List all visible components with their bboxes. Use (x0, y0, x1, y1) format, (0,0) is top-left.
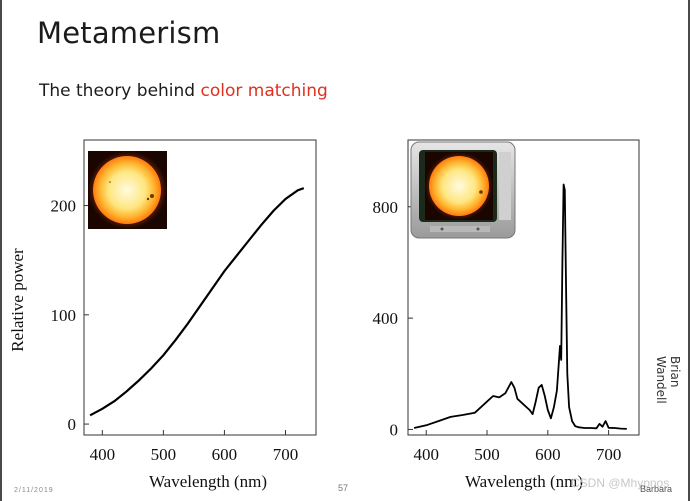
watermark: CSDN @Mhypnos (571, 476, 670, 490)
ytick-label: 400 (373, 309, 399, 328)
slide-title: Metamerism (37, 16, 221, 50)
ytick-label: 0 (390, 420, 399, 439)
xtick-label: 700 (273, 445, 299, 464)
ytick-label: 200 (51, 197, 77, 216)
xtick-label: 500 (474, 445, 500, 464)
left-border (0, 0, 2, 501)
side-credit: Brian Wandell (654, 356, 682, 404)
right-xlabel: Wavelength (nm) (465, 472, 583, 491)
slide-subtitle: The theory behind color matching (39, 81, 328, 101)
footer-date: 2/11/2019 (14, 487, 54, 494)
page-number: 57 (338, 483, 349, 493)
subtitle-prefix: The theory behind (39, 81, 201, 101)
ytick-label: 800 (373, 198, 399, 217)
footer-author: Barbara (640, 484, 673, 494)
tv-spectrum-line (413, 183, 627, 430)
chart-sun: 0 100 200 400 500 600 700 Relative power Wave… (8, 139, 317, 491)
xtick-label: 600 (212, 445, 238, 464)
left-ylabel: Relative power (8, 248, 27, 352)
tv-image (410, 141, 516, 239)
xtick-label: 600 (535, 445, 561, 464)
xtick-label: 400 (90, 445, 116, 464)
chart-tv: 0 400 800 400 500 600 700 Wavelength (nm) (373, 139, 640, 491)
subtitle-highlight: color matching (200, 81, 328, 101)
sun-spectrum-line (89, 187, 305, 417)
xtick-label: 400 (413, 445, 439, 464)
right-border (688, 0, 690, 501)
sun-image (88, 151, 167, 229)
xtick-label: 700 (596, 445, 622, 464)
ytick-label: 0 (68, 415, 77, 434)
xtick-label: 500 (151, 445, 177, 464)
ytick-label: 100 (51, 306, 77, 325)
left-xlabel: Wavelength (nm) (149, 472, 267, 491)
